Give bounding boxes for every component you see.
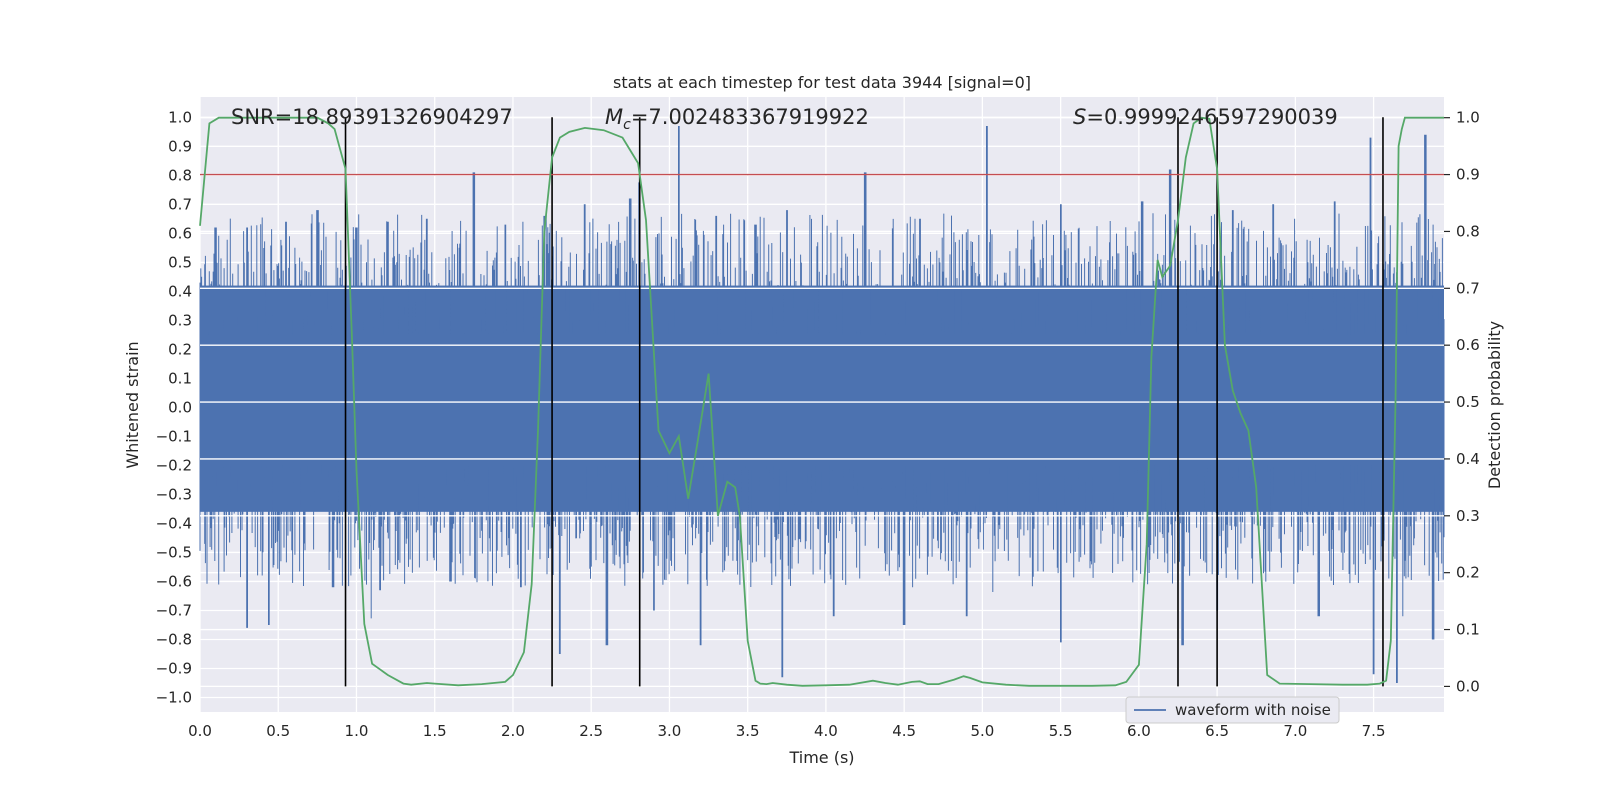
y-tick-label: −0.7 xyxy=(156,601,192,619)
y-axis-label: Whitened strain xyxy=(123,341,142,468)
y2-tick-label: 0.0 xyxy=(1456,677,1480,695)
chirp-mass-value: =7.002483367919922 xyxy=(631,105,869,129)
score-symbol: S xyxy=(1073,105,1086,129)
x-tick-label: 5.0 xyxy=(970,722,994,740)
x-tick-label: 3.5 xyxy=(736,722,760,740)
y-tick-label: 0.2 xyxy=(168,340,192,358)
score-value: =0.9999246597290039 xyxy=(1086,105,1337,129)
y-tick-label: −0.8 xyxy=(156,630,192,648)
chirp-mass-symbol: M xyxy=(605,105,623,129)
x-tick-label: 4.0 xyxy=(814,722,838,740)
y2-tick-label: 0.2 xyxy=(1456,564,1480,582)
y2-tick-label: 0.9 xyxy=(1456,166,1480,184)
x-tick-label: 6.0 xyxy=(1127,722,1151,740)
legend-box xyxy=(1125,696,1340,724)
y-tick-label: −0.4 xyxy=(156,514,192,532)
y-tick-label: −0.2 xyxy=(156,456,192,474)
legend: waveform with noise xyxy=(1125,696,1340,724)
y-tick-label: −0.6 xyxy=(156,572,192,590)
y2-tick-label: 0.8 xyxy=(1456,222,1480,240)
x-axis-label: Time (s) xyxy=(788,748,854,767)
y-tick-label: 0.9 xyxy=(168,137,192,155)
chirp-mass-subscript: c xyxy=(623,117,631,133)
y-tick-label: 0.5 xyxy=(168,253,192,271)
x-tick-label: 5.5 xyxy=(1049,722,1073,740)
y2-tick-label: 1.0 xyxy=(1456,109,1480,127)
x-tick-label: 0.5 xyxy=(266,722,290,740)
segment-marker-layer xyxy=(344,117,1384,687)
y-tick-label: 0.1 xyxy=(168,369,192,387)
y2-tick-label: 0.3 xyxy=(1456,507,1480,525)
y2-tick-label: 0.7 xyxy=(1456,279,1480,297)
chirp-mass-annotation: Mc=7.002483367919922 xyxy=(605,105,869,133)
score-annotation: S=0.9999246597290039 xyxy=(1073,105,1338,129)
detection-probability-line xyxy=(199,116,1444,687)
y-tick-label: 0.7 xyxy=(168,195,192,213)
y2-axis-label: Detection probability xyxy=(1485,321,1504,489)
x-tick-label: 7.5 xyxy=(1362,722,1386,740)
x-tick-label: 7.0 xyxy=(1283,722,1307,740)
y-tick-label: 0.0 xyxy=(168,398,192,416)
x-tick-label: 0.0 xyxy=(188,722,212,740)
x-tick-label: 1.5 xyxy=(423,722,447,740)
y-tick-label: −1.0 xyxy=(156,688,192,706)
y-tick-label: 0.8 xyxy=(168,166,192,184)
x-tick-label: 2.5 xyxy=(579,722,603,740)
chart-title: stats at each timestep for test data 394… xyxy=(613,73,1031,92)
snr-annotation: SNR=18.89391326904297 xyxy=(231,105,513,129)
waveform-spikes xyxy=(199,126,1445,683)
x-tick-label: 2.0 xyxy=(501,722,525,740)
y-tick-layer: 1.0 0.9 0.8 0.7 0.6 0.5 0.4 0.3 0.2 0.1 0.0 −0.1 −0.… xyxy=(156,108,192,706)
x-tick-layer: 0.0 0.5 1.0 1.5 2.0 2.5 3.0 3.5 4.0 4.5 5.0 5.5 6.0 6… xyxy=(188,722,1385,740)
y-tick-label: −0.3 xyxy=(156,485,192,503)
y2-tick-layer: 1.0 0.9 0.8 0.7 0.6 0.5 0.4 0.3 0.2 0.1 0.0 xyxy=(1444,109,1480,695)
y2-tick-label: 0.6 xyxy=(1456,336,1480,354)
y-tick-label: −0.5 xyxy=(156,543,192,561)
y2-tick-label: 0.4 xyxy=(1456,450,1480,468)
y2-tick-label: 0.5 xyxy=(1456,393,1480,411)
x-tick-label: 4.5 xyxy=(892,722,916,740)
x-tick-label: 3.0 xyxy=(658,722,682,740)
y-tick-label: 1.0 xyxy=(168,108,192,126)
legend-label: waveform with noise xyxy=(1175,701,1331,719)
x-tick-label: 1.0 xyxy=(345,722,369,740)
x-tick-label: 6.5 xyxy=(1205,722,1229,740)
probability-layer xyxy=(199,116,1444,687)
waveform-layer xyxy=(199,126,1445,683)
y-tick-label: 0.4 xyxy=(168,282,192,300)
y-tick-label: −0.9 xyxy=(156,659,192,677)
y2-tick-label: 0.1 xyxy=(1456,621,1480,639)
y-tick-label: 0.3 xyxy=(168,311,192,329)
y-tick-label: 0.6 xyxy=(168,224,192,242)
y-tick-label: −0.1 xyxy=(156,427,192,445)
